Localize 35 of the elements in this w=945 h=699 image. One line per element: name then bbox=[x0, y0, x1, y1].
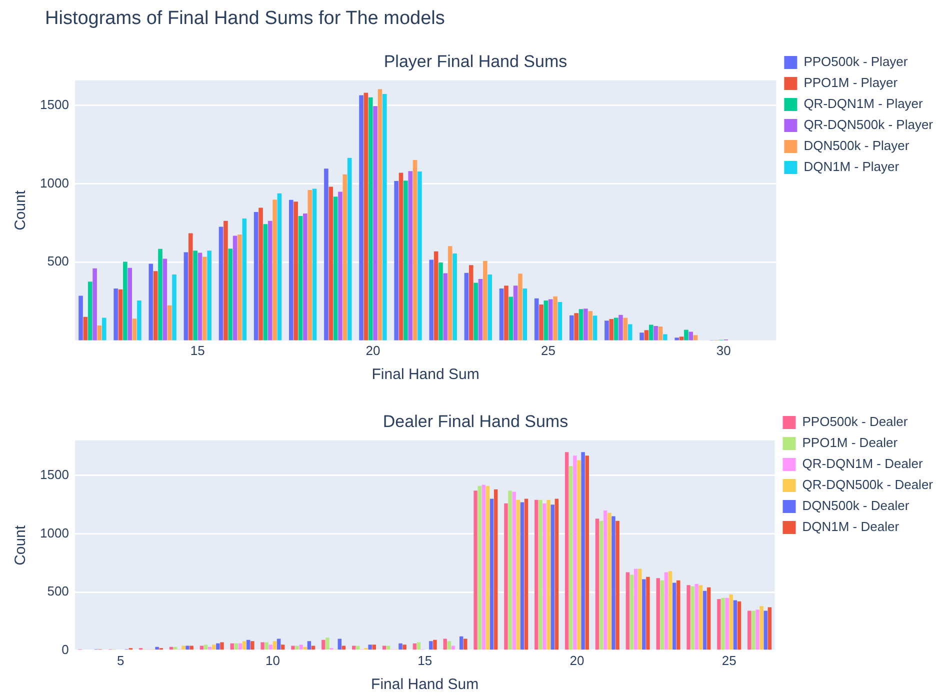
x-axis-title: Final Hand Sum bbox=[372, 366, 480, 384]
legend-label: PPO1M - Player bbox=[804, 75, 898, 90]
x-tick-label: 20 bbox=[366, 342, 380, 358]
legend-label: DQN1M - Dealer bbox=[802, 519, 900, 534]
y-tick-label: 500 bbox=[47, 584, 69, 599]
y-axis-title: Count bbox=[12, 190, 30, 230]
x-tick-label: 25 bbox=[722, 652, 736, 668]
chart-title: Dealer Final Hand Sums bbox=[382, 412, 568, 431]
y-axis-title: Count bbox=[12, 524, 30, 566]
legend-label: QR-DQN1M - Player bbox=[804, 96, 924, 112]
chart-title: Histograms of Final Hand Sums for The models bbox=[45, 8, 445, 30]
y-tick-label: 0 bbox=[62, 642, 69, 657]
y-tick-label: 1000 bbox=[40, 175, 69, 190]
x-axis-title: Final Hand Sum bbox=[371, 676, 479, 694]
chart-subtitle: Player Final Hand Sums bbox=[384, 52, 568, 71]
y-tick-label: 500 bbox=[47, 254, 69, 269]
legend-label: PPO500k - Player bbox=[804, 54, 908, 70]
legend-label: QR-DQN1M - Dealer bbox=[802, 456, 924, 472]
x-tick-label: 20 bbox=[570, 652, 584, 668]
x-tick-label: 5 bbox=[116, 652, 124, 668]
x-tick-label: 15 bbox=[418, 652, 432, 668]
y-tick-label: 1500 bbox=[40, 97, 69, 112]
legend-label: PPO1M - Dealer bbox=[802, 435, 898, 450]
legend-label: QR-DQN500k - Player bbox=[804, 117, 934, 132]
x-tick-label: 30 bbox=[716, 342, 731, 358]
legend-label: QR-DQN500k - Dealer bbox=[802, 477, 934, 492]
y-tick-label: 1000 bbox=[40, 525, 69, 540]
legend-label: DQN500k - Player bbox=[804, 138, 910, 154]
legend-label: DQN1M - Player bbox=[804, 159, 900, 174]
x-tick-label: 15 bbox=[190, 342, 205, 358]
legend-label: PPO500k - Dealer bbox=[802, 414, 908, 430]
legend-label: DQN500k - Dealer bbox=[802, 498, 910, 514]
x-tick-label: 25 bbox=[541, 342, 556, 358]
x-tick-label: 10 bbox=[265, 652, 280, 668]
y-tick-label: 1500 bbox=[40, 466, 69, 482]
